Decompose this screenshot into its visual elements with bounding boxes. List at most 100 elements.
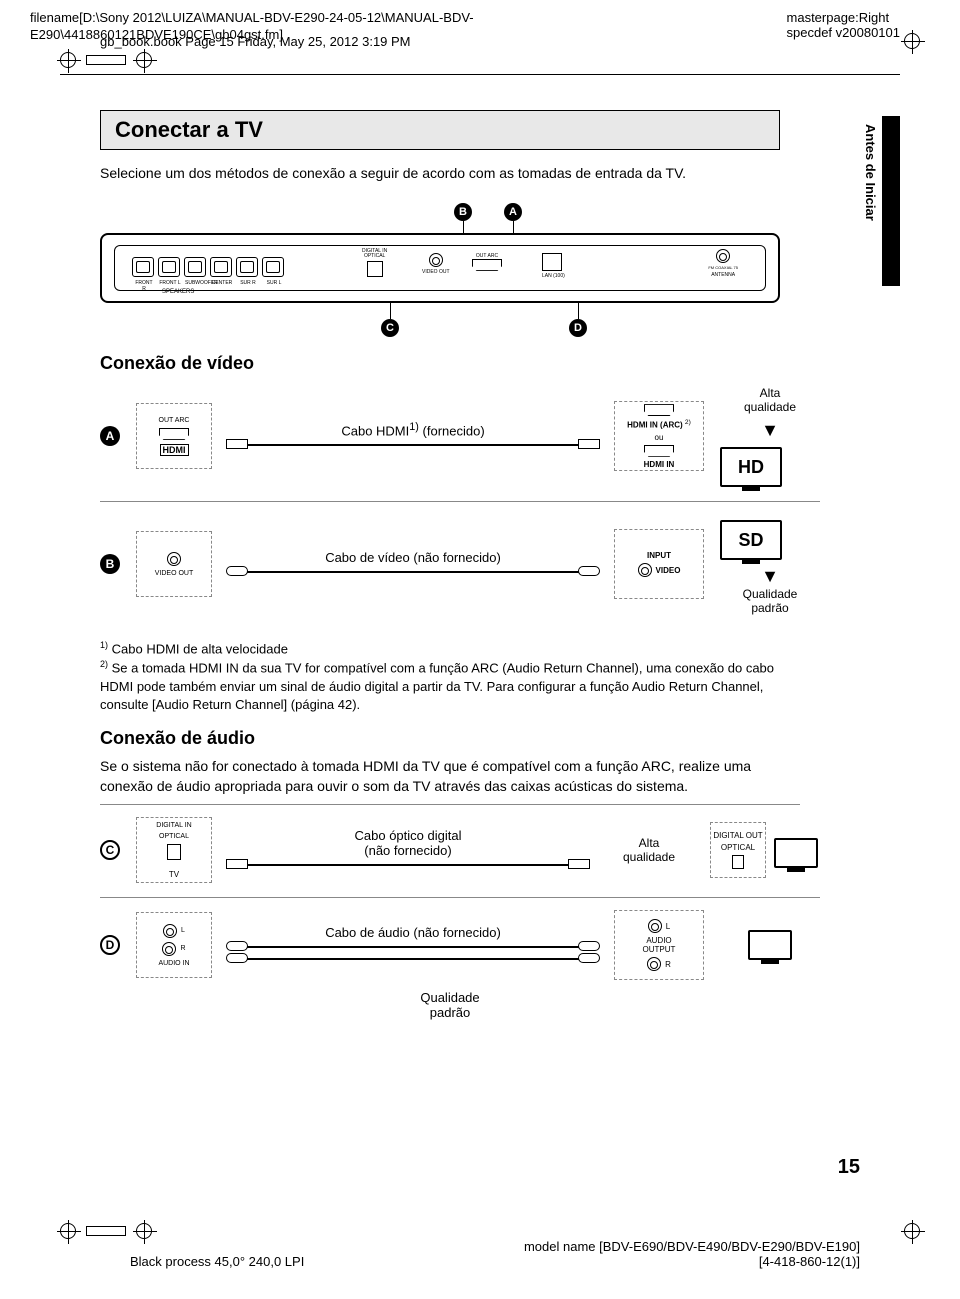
antenna-jack [716,249,730,263]
cable-d: Cabo de áudio (não fornecido) [228,925,598,966]
tv-icon-a: HD [720,447,782,487]
footer-right: model name [BDV-E690/BDV-E490/BDV-E290/B… [524,1239,860,1269]
hdmi-icon [159,428,189,440]
quality-a: Alta qualidade ▼ HD [720,386,820,487]
badge-b-panel: B [454,203,472,221]
speakers-label: SPEAKERS [162,289,194,295]
video-out-jack [167,552,181,566]
masterpage: masterpage:Right [787,10,900,25]
port-sur-l: SUR L [262,257,284,277]
badge-d: D [100,935,120,955]
port-center: CENTER [210,257,232,277]
video-dest-box: INPUT VIDEO [614,529,704,599]
badge-c: C [100,840,120,860]
cable-c-line [228,864,588,866]
lan-port-icon [542,253,562,271]
audio-dest-box: L AUDIOOUTPUT R [614,910,704,980]
cable-d-line1 [228,946,598,948]
optical-label: OPTICAL [159,833,189,840]
tv-label: TV [169,870,179,879]
cable-b-line [228,571,598,573]
footer-model: model name [BDV-E690/BDV-E490/BDV-E290/B… [524,1239,860,1254]
audio-intro: Se o sistema não for conectado à tomada … [100,757,800,796]
audio-source-box: L R AUDIO IN [136,912,212,978]
badge-b: B [100,554,120,574]
cable-b: Cabo de vídeo (não fornecido) [228,550,598,579]
optical-dest-box: DIGITAL OUT OPTICAL [710,822,766,878]
section-title: Conectar a TV [100,110,780,150]
video-out-label: VIDEO OUT [155,570,194,577]
specdef: specdef v20080101 [787,25,900,40]
conn-block-c: C DIGITAL IN OPTICAL TV Cabo óptico digi… [100,817,820,898]
page-number: 15 [838,1156,860,1179]
tv-icon-d [748,930,792,960]
conn-block-d: D L R AUDIO IN Cabo de áudio (não fornec… [100,910,820,1034]
header-rule [60,74,900,75]
ou-label: ou [655,433,664,442]
filename-line1: filename[D:\Sony 2012\LUIZA\MANUAL-BDV-E… [30,10,900,27]
badge-a-panel: A [504,203,522,221]
print-header: filename[D:\Sony 2012\LUIZA\MANUAL-BDV-E… [0,0,960,49]
badge-d-panel: D [569,319,587,337]
tv-icon-c [774,838,818,868]
audio-in-label: AUDIO IN [158,960,189,967]
src-a-label: OUT ARC [159,417,190,424]
badge-a: A [100,426,120,446]
cable-c-label: Cabo óptico digital (não fornecido) [228,828,588,858]
tv-icon-b: SD [720,520,782,560]
bookline: gb_book.book Page 15 Friday, May 25, 201… [100,34,900,49]
hdmi-in-arc-label: HDMI IN (ARC) 2) [627,419,691,430]
reg-marks-bl [60,1223,152,1239]
cable-c: Cabo óptico digital (não fornecido) [228,828,588,872]
optical-group: DIGITAL IN OPTICAL [362,249,387,277]
port-sub: SUBWOOFER [184,257,206,277]
optical-source-box: DIGITAL IN OPTICAL TV [136,817,212,883]
hdmi-rear: OUT ARC [472,251,502,274]
badge-c-panel: C [381,319,399,337]
optical-out-icon [732,855,744,869]
input-label: INPUT [647,551,671,560]
footer-part: [4-418-860-12(1)] [524,1254,860,1269]
hdmi-logo: HDMI [160,444,189,456]
video-jack [429,253,443,267]
intro-text: Selecione um dos métodos de conexão a se… [100,164,780,183]
digital-in-label: DIGITAL IN [156,822,191,829]
hdmi-in-label: HDMI IN [644,460,675,469]
port-sur-r: SUR R [236,257,258,277]
side-tab: Antes de Iniciar [872,116,900,316]
cable-d-label: Cabo de áudio (não fornecido) [228,925,598,940]
antenna-rear: FM COAXIAL 75 ANTENNA [708,249,738,278]
quality-b: SD ▼ Qualidade padrão [720,514,820,615]
hdmi-source-box: OUT ARC HDMI [136,403,212,469]
hdmi-in-arc-icon [644,404,674,416]
badge-c-line [390,303,391,319]
video-out-group: VIDEO OUT [422,253,450,275]
hdmi-port-icon [472,259,502,271]
optical-port [367,261,383,277]
port-front-l: FRONT L [158,257,180,277]
quality-d-text: Qualidade padrão [100,990,800,1020]
masterpage-block: masterpage:Right specdef v20080101 [787,10,900,40]
speaker-ports: FRONT R FRONT L SUBWOOFER CENTER SUR R S… [132,257,284,277]
jack-r [162,942,176,956]
tab-label: Antes de Iniciar [863,124,878,221]
quality-c-text: Alta qualidade [604,836,694,864]
conn-block-b: B VIDEO OUT Cabo de vídeo (não fornecido… [100,514,820,629]
jack-out-l [648,919,662,933]
video-source-box: VIDEO OUT [136,531,212,597]
cable-d-line2 [228,958,598,960]
video-heading: Conexão de vídeo [100,353,860,374]
tab-black-bar [882,116,900,286]
audio-heading: Conexão de áudio [100,728,860,749]
footer-left: Black process 45,0° 240,0 LPI [130,1254,304,1269]
footnote-2: 2) Se a tomada HDMI IN da sua TV for com… [100,658,800,714]
dest-c: DIGITAL OUT OPTICAL [710,822,820,878]
footnote-1: 1) Cabo HDMI de alta velocidade [100,639,800,659]
video-in-jack [638,563,652,577]
badge-d-line [578,303,579,319]
footnotes: 1) Cabo HDMI de alta velocidade 2) Se a … [100,639,800,714]
port-front-r: FRONT R [132,257,154,277]
optical-port-icon [167,844,181,860]
video-in-label: VIDEO [656,566,681,575]
hdmi-dest-box: HDMI IN (ARC) 2) ou HDMI IN [614,401,704,471]
